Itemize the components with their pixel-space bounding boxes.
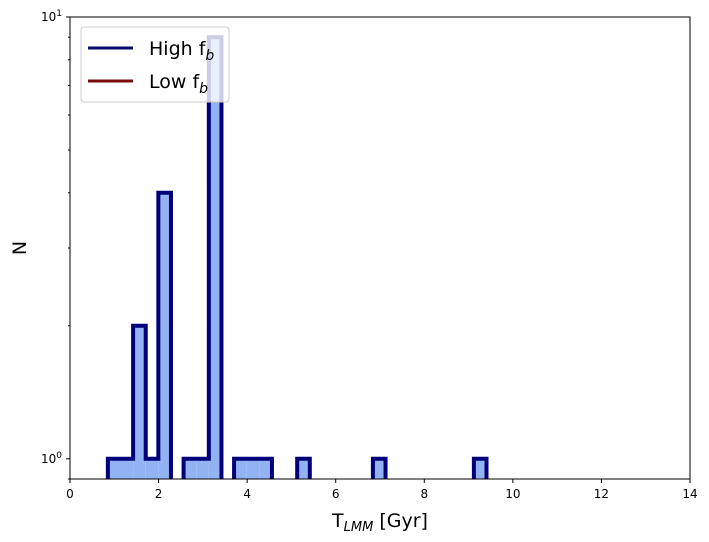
histogram-bar	[196, 458, 209, 479]
x-tick-label: 2	[155, 487, 163, 501]
x-axis-ticks: 0 2 4 6 8 10 12 14	[66, 479, 698, 501]
histogram-bar	[107, 458, 121, 479]
x-tick-label: 10	[505, 487, 520, 501]
legend-box	[80, 26, 230, 103]
histogram-bar	[145, 458, 159, 479]
histogram-bar	[133, 325, 146, 479]
histogram-bar	[183, 458, 197, 479]
histogram-bar	[120, 458, 134, 479]
x-axis-title: TLMM [Gyr]	[331, 510, 428, 535]
histogram-bar	[208, 37, 222, 480]
histogram-outline	[105, 35, 489, 479]
y-axis-title: N	[9, 241, 31, 255]
x-tick-label: 0	[66, 487, 74, 501]
histogram-bars	[107, 37, 487, 480]
x-tick-label: 8	[420, 487, 428, 501]
legend-label-low: Low fb	[149, 71, 208, 97]
x-tick-label: 12	[594, 487, 609, 501]
x-tick-label: 6	[332, 487, 340, 501]
x-tick-label: 4	[243, 487, 251, 501]
legend-label-high: High fb	[149, 38, 214, 64]
histogram-bar	[297, 458, 310, 479]
histogram-bar	[372, 458, 386, 479]
histogram-bar	[246, 458, 260, 479]
y-axis-ticks: 100 101	[41, 9, 70, 480]
y-tick-label: 100	[41, 451, 62, 466]
histogram-bar	[158, 192, 171, 479]
x-tick-label: 14	[682, 487, 697, 501]
histogram-bar	[473, 458, 487, 479]
histogram-bar	[259, 458, 272, 479]
y-tick-label: 101	[41, 9, 62, 24]
legend: High fb Low fb	[80, 26, 230, 103]
histogram-bar	[234, 458, 247, 479]
